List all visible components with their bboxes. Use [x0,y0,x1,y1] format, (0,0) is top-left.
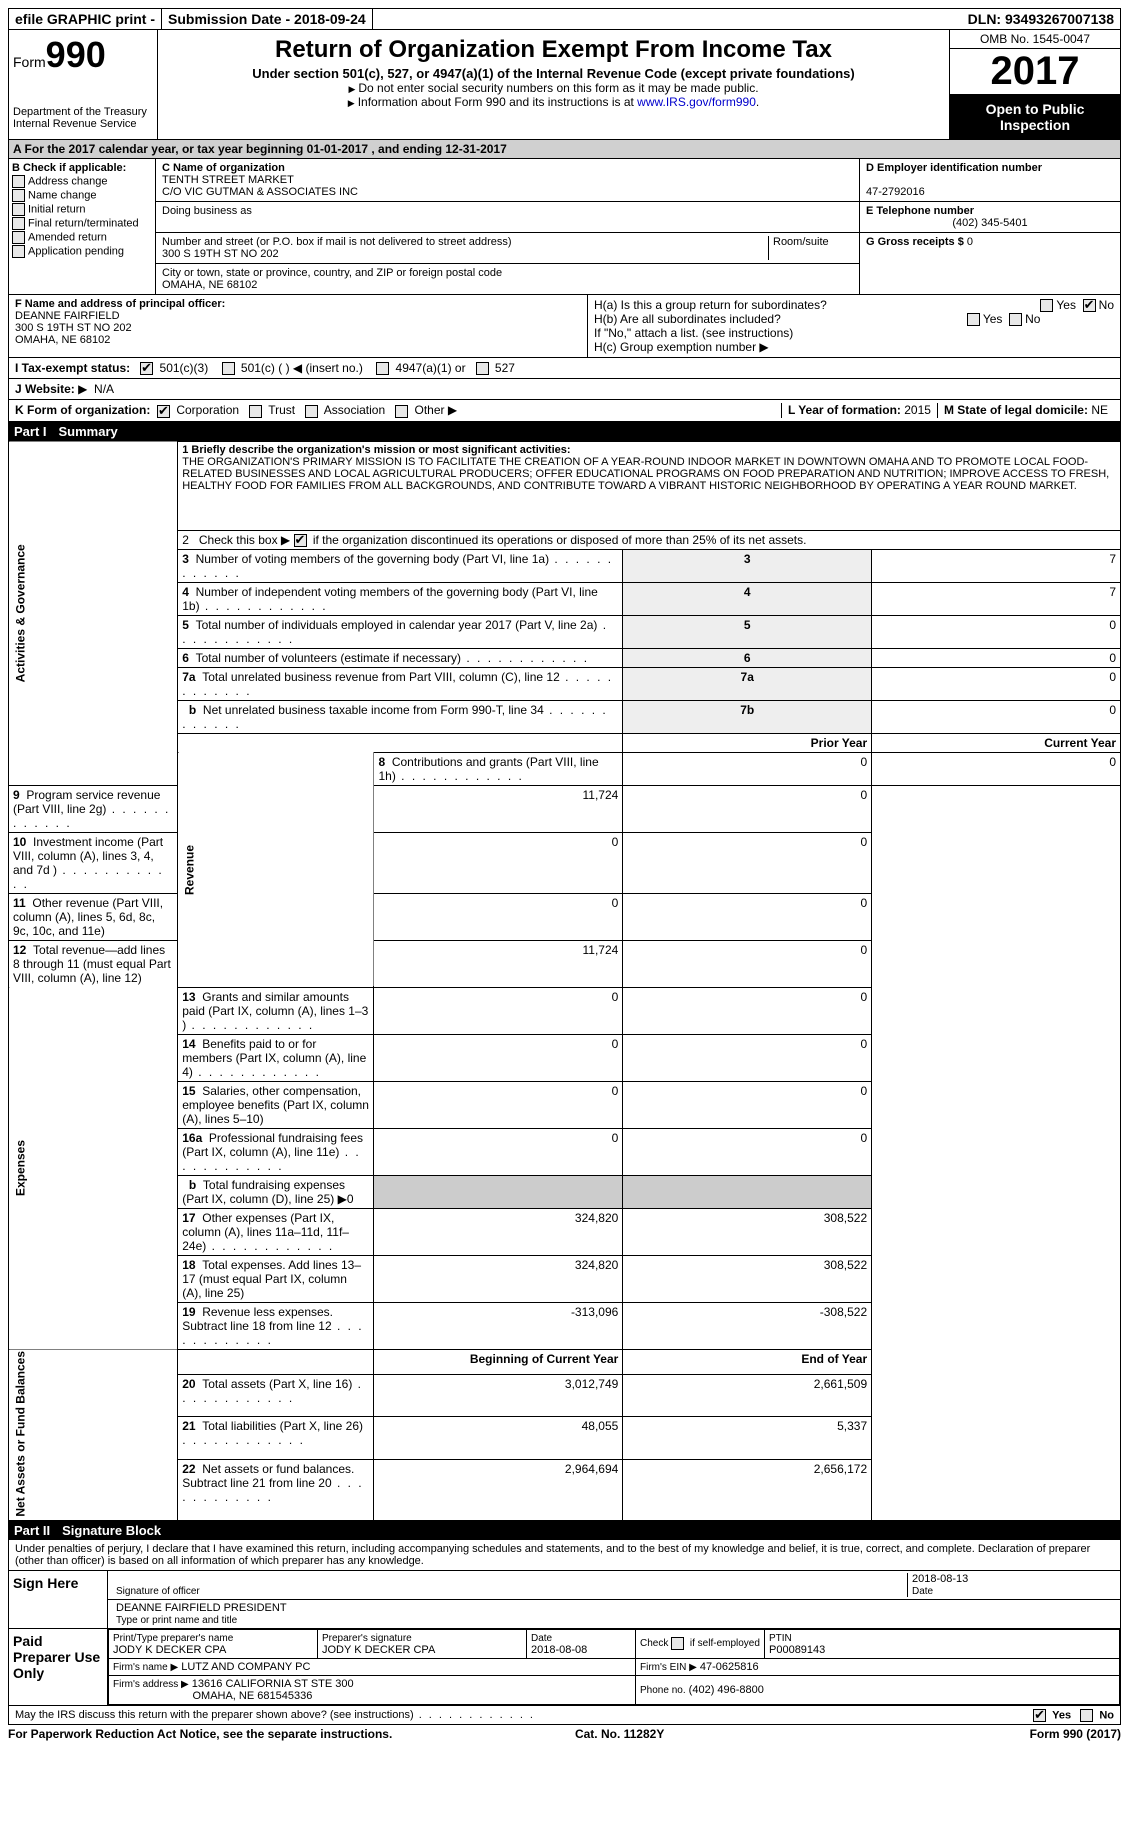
checkbox-discuss-no[interactable] [1080,1709,1093,1722]
section-a: A For the 2017 calendar year, or tax yea… [8,140,1121,159]
page-footer: For Paperwork Reduction Act Notice, see … [8,1725,1121,1743]
checkbox-other[interactable] [395,405,408,418]
checkbox-4947[interactable] [376,362,389,375]
row-j: J Website: ▶ N/A [8,379,1121,400]
checkbox-initial-return[interactable] [12,203,25,216]
checkbox-line2[interactable] [294,534,307,547]
checkbox-501c3[interactable] [140,362,153,375]
row-f-h: F Name and address of principal officer:… [8,295,1121,358]
checkbox-amended[interactable] [12,231,25,244]
checkbox-527[interactable] [476,362,489,375]
side-activities: Activities & Governance [9,441,178,785]
signature-block: Under penalties of perjury, I declare th… [8,1540,1121,1725]
checkbox-corp[interactable] [157,405,170,418]
dln: DLN: 93493267007138 [962,9,1120,29]
side-net-assets: Net Assets or Fund Balances [9,1349,178,1520]
side-expenses: Expenses [9,987,178,1349]
checkbox-self-employed[interactable] [671,1637,684,1650]
rev-row: 11 Other revenue (Part VIII, column (A),… [9,893,1121,940]
line-2: 2 Check this box ▶ if the organization d… [178,530,1121,549]
checkbox-final-return[interactable] [12,217,25,230]
checkbox-assoc[interactable] [305,405,318,418]
row-k-l-m: K Form of organization: Corporation Trus… [8,400,1121,421]
checkbox-hb-no[interactable] [1009,313,1022,326]
line-1: 1 Briefly describe the organization's mi… [178,441,1121,530]
box-f: F Name and address of principal officer:… [9,295,588,357]
checkbox-trust[interactable] [249,405,262,418]
top-bar: efile GRAPHIC print - Submission Date - … [8,8,1121,30]
box-d-e-g: D Employer identification number47-27920… [859,159,1120,294]
rev-row: 10 Investment income (Part VIII, column … [9,832,1121,893]
efile-label: efile GRAPHIC print - [9,9,162,29]
rev-row: 12 Total revenue—add lines 8 through 11 … [9,940,1121,987]
checkbox-discuss-yes[interactable] [1033,1709,1046,1722]
box-h: H(a) Is this a group return for subordin… [588,295,1120,357]
checkbox-ha-no[interactable] [1083,299,1096,312]
submission-date: Submission Date - 2018-09-24 [162,9,373,29]
summary-table: Activities & Governance 1 Briefly descri… [8,441,1121,1521]
checkbox-501c[interactable] [222,362,235,375]
form-id-block: Form990 Department of the Treasury Inter… [9,30,158,139]
form-title: Return of Organization Exempt From Incom… [166,36,941,64]
checkbox-ha-yes[interactable] [1040,299,1053,312]
part-1-header: Part I Summary [8,422,1121,441]
irs-link[interactable]: www.IRS.gov/form990 [637,95,756,109]
checkbox-name-change[interactable] [12,189,25,202]
checkbox-hb-yes[interactable] [967,313,980,326]
checkbox-application-pending[interactable] [12,245,25,258]
box-b: B Check if applicable: Address change Na… [9,159,156,294]
rev-row: 9 Program service revenue (Part VIII, li… [9,785,1121,832]
year-block: OMB No. 1545-0047 2017 Open to Public In… [949,30,1120,139]
part-2-header: Part II Signature Block [8,1521,1121,1540]
blocks-b-to-g: B Check if applicable: Address change Na… [8,159,1121,295]
box-c: C Name of organization TENTH STREET MARK… [156,159,859,294]
checkbox-address-change[interactable] [12,175,25,188]
form-title-block: Return of Organization Exempt From Incom… [158,30,949,139]
form-header: Form990 Department of the Treasury Inter… [8,30,1121,140]
side-revenue: Revenue [178,752,374,987]
row-i: I Tax-exempt status: 501(c)(3) 501(c) ( … [8,358,1121,379]
